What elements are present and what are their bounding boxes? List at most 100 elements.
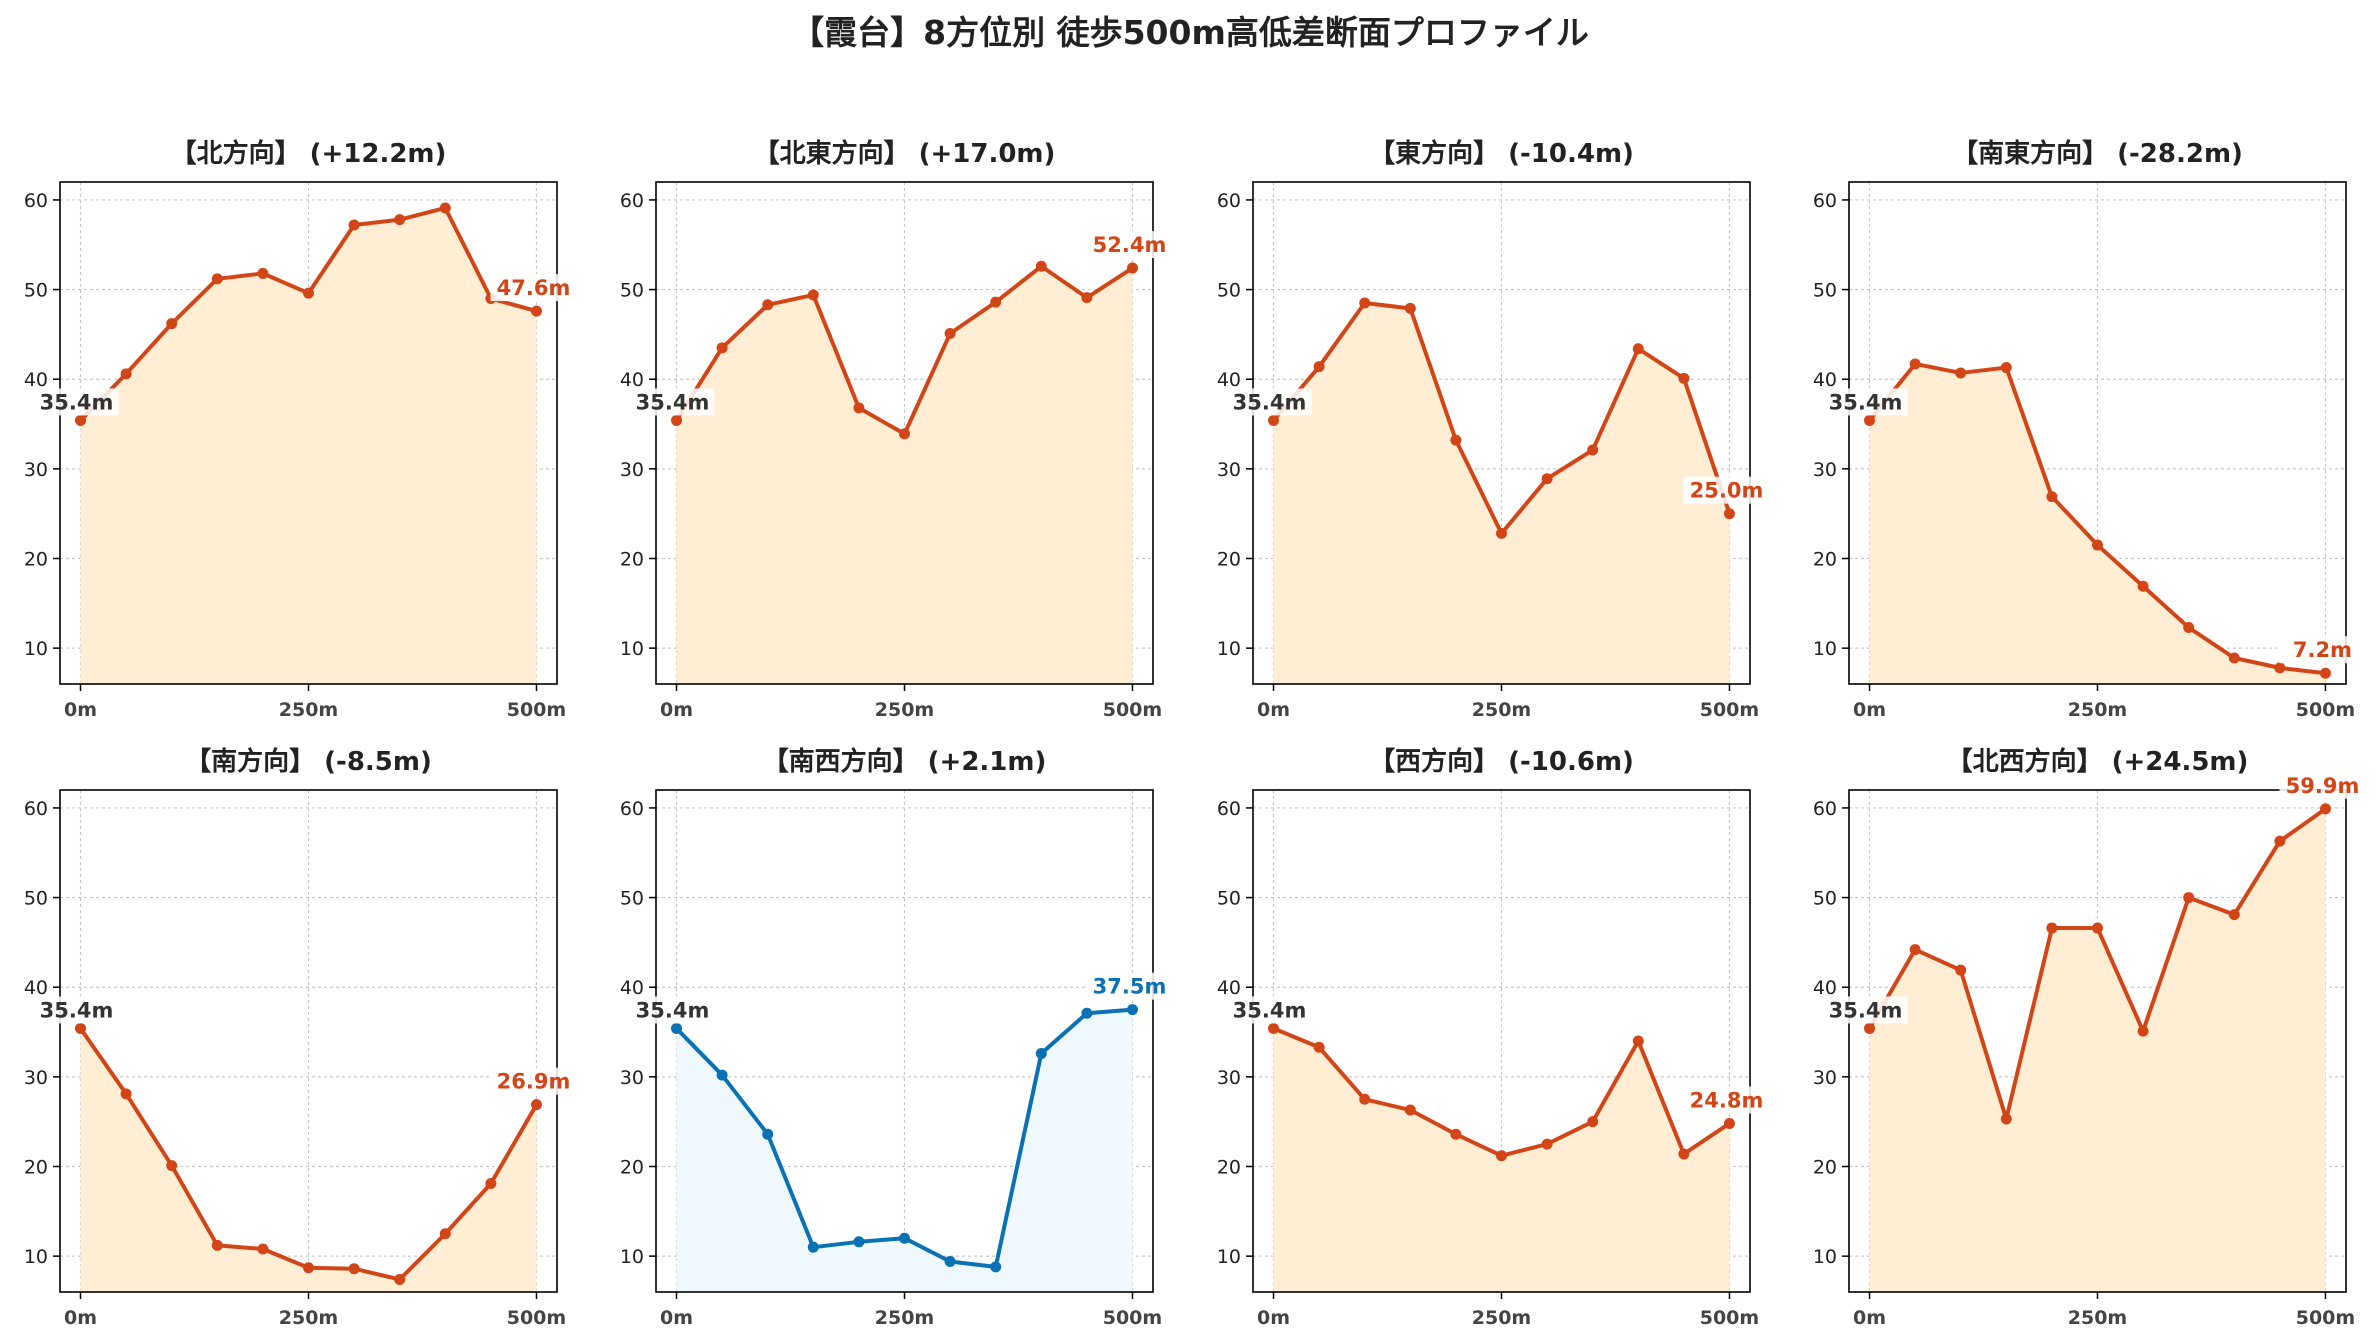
data-point [1864,414,1876,426]
y-tick-label: 50 [620,280,644,302]
data-point [211,1239,223,1251]
data-point [2046,491,2058,503]
panel-title: 【北西方向】 (+24.5m) [1947,746,2249,777]
data-point [853,1236,865,1248]
x-tick-label: 250m [1472,699,1531,721]
area-fill [1273,303,1730,684]
end-label: 47.6m [497,276,571,300]
x-tick-label: 250m [2068,1307,2127,1329]
data-point [1035,260,1047,272]
start-label: 35.4m [636,390,710,414]
end-label: 7.2m [2293,638,2352,662]
data-point [807,289,819,301]
x-tick-label: 0m [64,1307,97,1329]
data-point [348,219,360,231]
data-point [2137,580,2149,592]
data-point [2319,667,2331,679]
start-label: 35.4m [636,998,710,1022]
y-tick-label: 40 [620,977,644,999]
data-point [1035,1048,1047,1060]
x-tick-label: 500m [1700,699,1759,721]
y-tick-label: 40 [620,369,644,391]
data-point [439,1228,451,1240]
y-tick-label: 10 [620,638,644,660]
x-tick-label: 0m [1257,1307,1290,1329]
y-tick-label: 40 [1217,977,1241,999]
x-tick-label: 250m [279,699,338,721]
data-point [2046,922,2058,934]
area-fill [676,266,1133,684]
y-tick-label: 50 [620,888,644,910]
end-label-bg [1086,972,1173,1000]
x-tick-label: 500m [507,1307,566,1329]
y-tick-label: 60 [1813,190,1837,212]
data-point [1081,1007,1093,1019]
panel-title: 【北方向】 (+12.2m) [171,138,447,169]
start-label: 35.4m [1829,390,1903,414]
end-label: 25.0m [1690,479,1764,503]
y-tick-label: 60 [1813,798,1837,820]
y-tick-label: 40 [1217,369,1241,391]
y-tick-label: 20 [620,549,644,571]
x-tick-label: 500m [2296,1307,2355,1329]
x-tick-label: 0m [660,699,693,721]
y-tick-label: 10 [1813,638,1837,660]
y-tick-label: 50 [1813,280,1837,302]
data-point [1632,343,1644,355]
data-point [211,273,223,285]
data-point [1313,1041,1325,1053]
data-point [1404,302,1416,314]
panel-title: 【北東方向】 (+17.0m) [754,138,1056,169]
data-point [1955,367,1967,379]
data-point [671,1022,683,1034]
data-point [1541,1138,1553,1150]
data-point [120,368,132,380]
data-point [1909,944,1921,956]
x-tick-label: 250m [875,699,934,721]
start-label-bg [34,996,119,1024]
data-point [1313,361,1325,373]
data-point [944,327,956,339]
data-point [2092,539,2103,551]
area-fill [80,1028,537,1292]
data-point [1126,1004,1138,1016]
x-tick-label: 0m [660,1307,693,1329]
end-label-bg [490,1067,577,1095]
data-point [2000,362,2012,374]
data-point [1864,1022,1876,1034]
data-point [257,1243,269,1255]
data-point [2183,622,2195,634]
data-point [75,1022,87,1034]
x-tick-label: 0m [1853,699,1886,721]
data-point [1359,1093,1371,1105]
panel-7: 【西方向】 (-10.6m) 10 20 30 40 50 60 0m 250m 500m 35.4… [1217,746,1770,1329]
start-label: 35.4m [1233,390,1307,414]
start-label-bg [34,388,119,416]
panel-3: 【東方向】 (-10.4m) 10 20 30 40 50 60 0m 250m 500m 35.4… [1217,138,1770,721]
data-point [257,267,269,279]
data-point [1496,1150,1507,1162]
end-label-bg [1683,476,1770,504]
data-point [1541,473,1553,485]
y-tick-label: 40 [24,369,48,391]
x-tick-label: 0m [64,699,97,721]
y-tick-label: 50 [1217,888,1241,910]
x-tick-label: 250m [1472,1307,1531,1329]
y-tick-label: 20 [620,1157,644,1179]
y-tick-label: 60 [24,190,48,212]
panel-6: 【南西方向】 (+2.1m) 10 20 30 40 50 60 0m 250m 500m 35.4… [620,746,1173,1329]
data-point [394,1273,406,1285]
data-point [1678,1148,1690,1160]
x-tick-label: 500m [1103,699,1162,721]
end-label: 59.9m [2286,774,2360,798]
data-point [1678,372,1690,384]
data-point [1450,1128,1462,1140]
data-point [944,1256,956,1268]
area-fill [676,1009,1133,1292]
start-label: 35.4m [40,390,114,414]
data-point [485,1178,497,1190]
data-point [899,428,910,440]
y-tick-label: 10 [620,1246,644,1268]
data-point [2274,662,2286,674]
